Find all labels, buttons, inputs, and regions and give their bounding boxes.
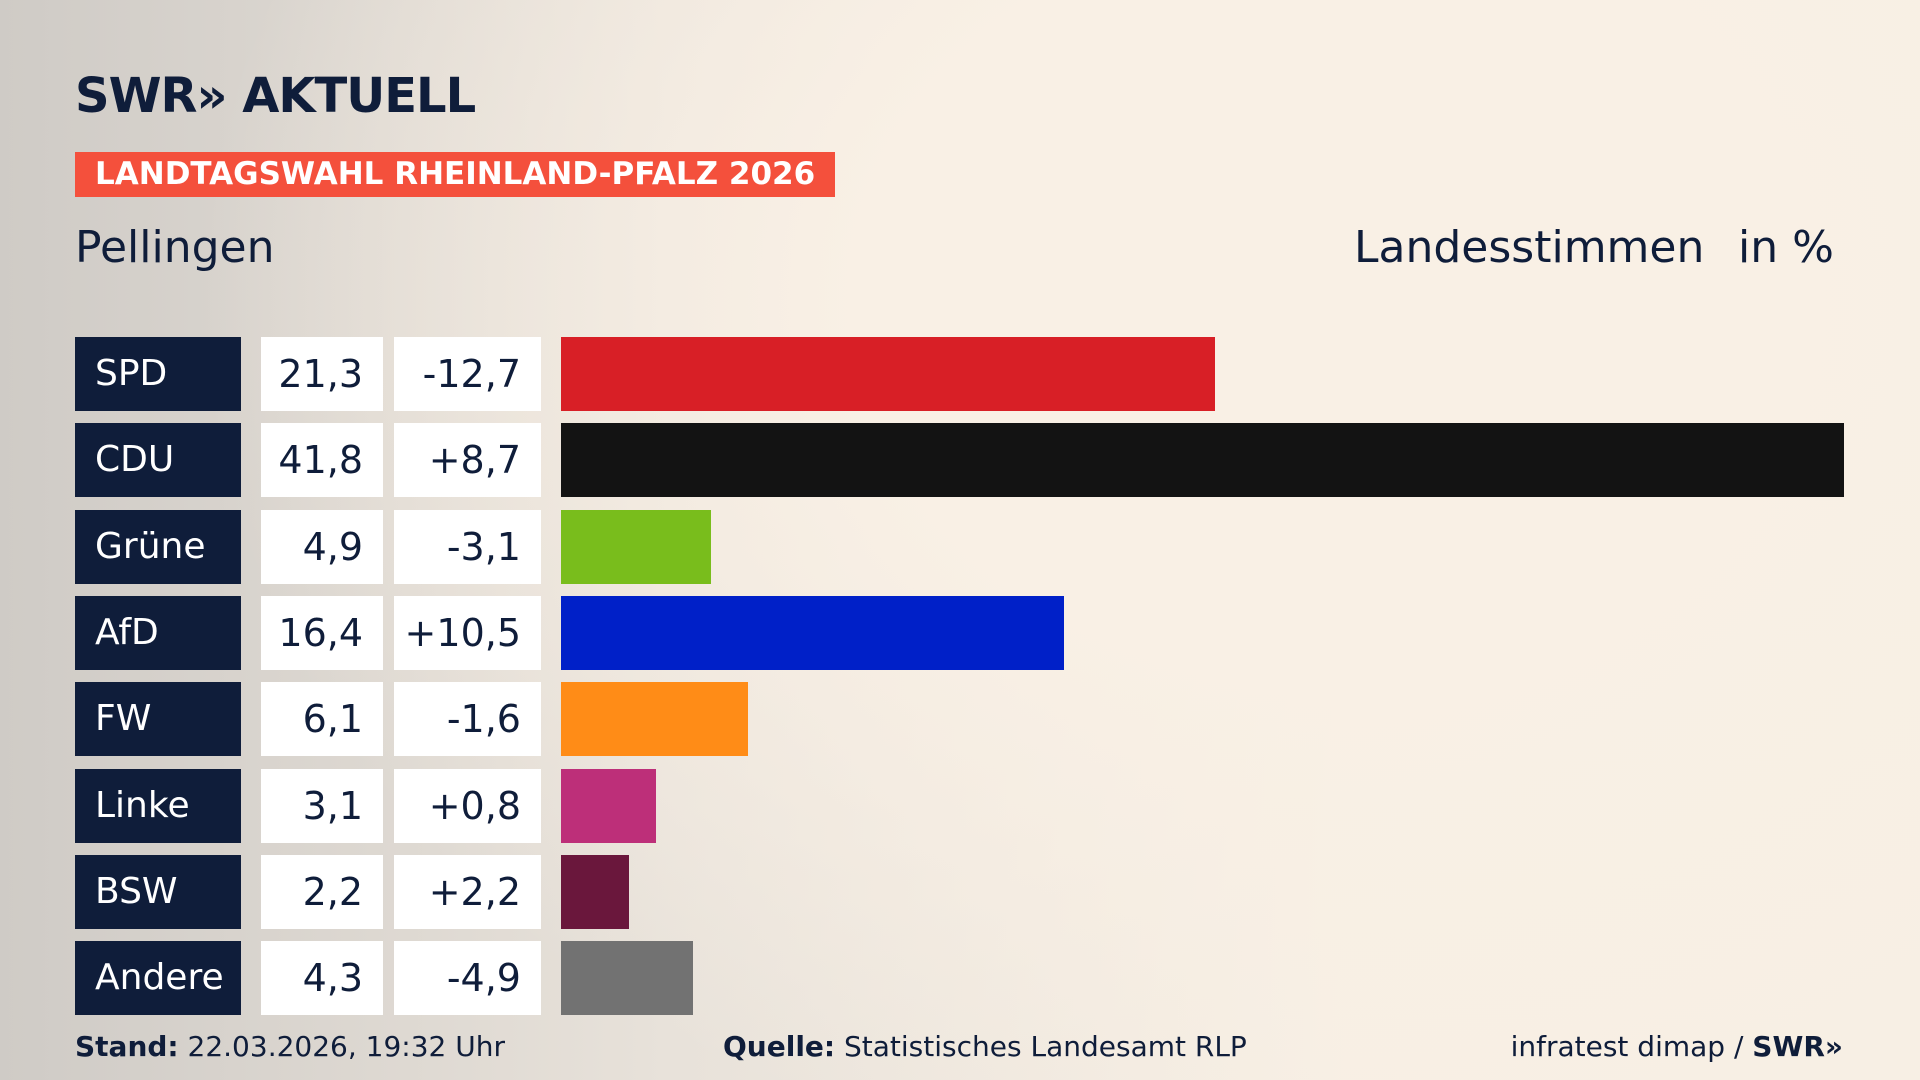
source-label: Quelle:	[723, 1030, 836, 1063]
party-label: Andere	[75, 941, 241, 1016]
bar-linke	[561, 768, 657, 843]
bar-bsw	[561, 854, 629, 929]
bar-spd	[561, 337, 1215, 411]
change-label: -4,9	[394, 941, 541, 1016]
party-label: SPD	[75, 337, 241, 411]
party-label: Linke	[75, 768, 241, 843]
credit: infratest dimap / SWR»	[1511, 1030, 1843, 1063]
party-label: CDU	[75, 423, 241, 498]
party-label: Grüne	[75, 509, 241, 584]
change-label: -1,6	[394, 682, 541, 757]
change-label: +10,5	[394, 595, 541, 670]
value-label: 3,1	[261, 768, 383, 843]
bar-andere	[561, 941, 693, 1016]
value-label: 6,1	[261, 682, 383, 757]
value-label: 4,9	[261, 509, 383, 584]
source-value: Statistisches Landesamt RLP	[844, 1030, 1247, 1063]
change-label: -12,7	[394, 337, 541, 411]
place-title: Pellingen	[75, 222, 275, 273]
value-label: 21,3	[261, 337, 383, 411]
swr-aktuell-logo: SWR» AKTUELL	[75, 68, 476, 124]
election-banner: LANDTAGSWAHL RHEINLAND-PFALZ 2026	[75, 152, 836, 197]
value-label: 2,2	[261, 854, 383, 929]
party-label: FW	[75, 682, 241, 757]
unit-label: in %	[1738, 222, 1834, 273]
bar-fw	[561, 682, 749, 757]
value-label: 16,4	[261, 595, 383, 670]
source: Quelle: Statistisches Landesamt RLP	[723, 1030, 1247, 1063]
value-label: 4,3	[261, 941, 383, 1016]
swr-logo: SWR»	[1752, 1030, 1843, 1063]
change-label: -3,1	[394, 509, 541, 584]
change-label: +2,2	[394, 854, 541, 929]
bar-grüne	[561, 509, 712, 584]
change-label: +8,7	[394, 423, 541, 498]
stand-value: 22.03.2026, 19:32 Uhr	[187, 1030, 505, 1063]
change-label: +0,8	[394, 768, 541, 843]
bar-cdu	[561, 423, 1844, 498]
timestamp: Stand: 22.03.2026, 19:32 Uhr	[75, 1030, 505, 1063]
vote-type-label: Landesstimmen	[1354, 222, 1705, 273]
party-label: BSW	[75, 854, 241, 929]
party-label: AfD	[75, 595, 241, 670]
credit-text: infratest dimap /	[1510, 1030, 1753, 1063]
bar-afd	[561, 595, 1065, 670]
value-label: 41,8	[261, 423, 383, 498]
stand-label: Stand:	[75, 1030, 179, 1063]
